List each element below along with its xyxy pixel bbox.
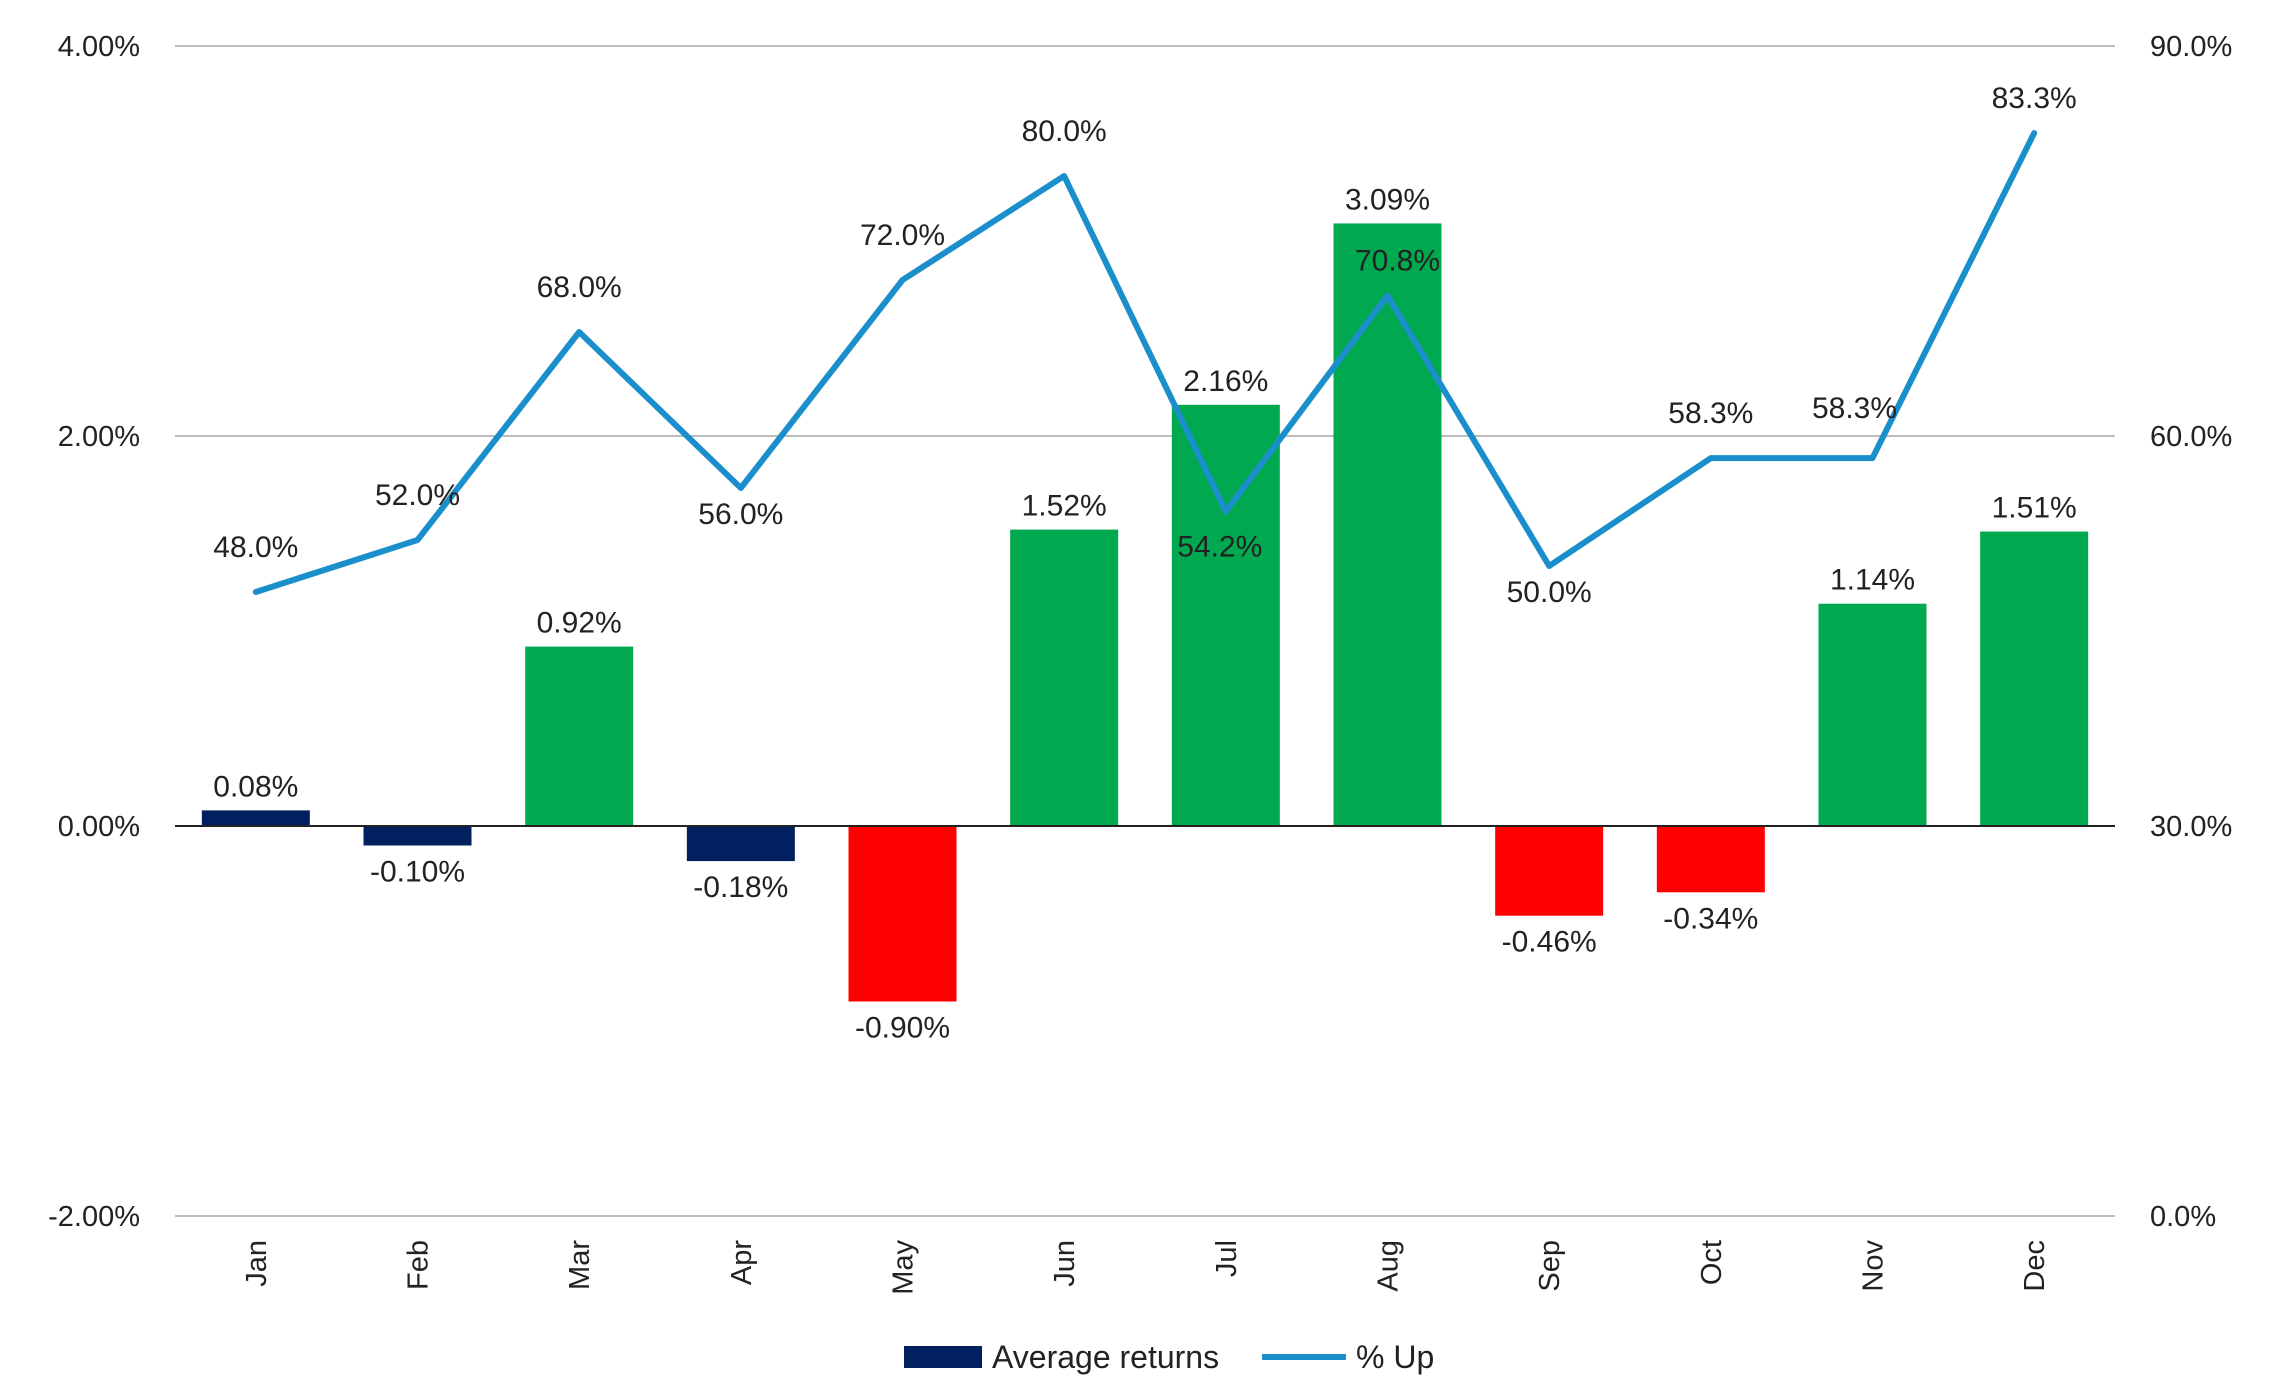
right-tick-label: 60.0% (2150, 421, 2232, 453)
bar-label-jul: 2.16% (1183, 365, 1268, 398)
x-tick-label: Aug (1373, 1240, 1405, 1292)
bar-aug (1333, 223, 1442, 826)
x-tick-label: Nov (1858, 1240, 1890, 1292)
bar-jan (201, 810, 310, 826)
bar-label-mar: 0.92% (537, 607, 622, 640)
right-tick-label: 0.0% (2150, 1201, 2216, 1233)
line-series (252, 130, 2038, 595)
x-tick-label: Jul (1211, 1240, 1243, 1277)
left-axis: -2.00% 0.00% 2.00% 4.00% (48, 31, 140, 1233)
legend-label-average-returns: Average returns (992, 1339, 1219, 1375)
line-label-sep: 50.0% (1507, 576, 1592, 609)
bar-oct (1656, 826, 1765, 893)
line-label-may: 72.0% (860, 219, 945, 252)
bar-label-aug: 3.09% (1345, 183, 1430, 216)
bar-data-labels: 0.08% -0.10% 0.92% -0.18% -0.90% 1.52% 2.16% 3.… (213, 183, 2076, 1044)
x-tick-label: Apr (726, 1240, 758, 1285)
legend-label-pct-up: % Up (1356, 1339, 1434, 1375)
line-label-feb: 52.0% (375, 479, 460, 512)
x-tick-label: Feb (403, 1240, 435, 1290)
bar-series (201, 223, 2089, 1002)
bar-jul (1171, 404, 1280, 826)
line-label-dec: 83.3% (1992, 82, 2077, 115)
x-tick-label: Sep (1534, 1240, 1566, 1292)
left-tick-label: -2.00% (48, 1201, 140, 1233)
line-data-labels: 48.0% 52.0% 68.0% 56.0% 72.0% 80.0% 54.2% 70.8%… (213, 82, 2076, 609)
pct-up-line (252, 130, 2038, 595)
left-tick-label: 0.00% (58, 811, 140, 843)
x-axis: Jan Feb Mar Apr May Jun Jul Aug Sep Oct Nov Dec (241, 1240, 2051, 1295)
bar-feb (363, 826, 472, 846)
x-tick-label: Dec (2019, 1240, 2051, 1292)
bar-nov (1818, 603, 1927, 826)
x-tick-label: May (888, 1240, 920, 1295)
line-label-oct: 58.3% (1668, 397, 1753, 430)
bar-label-may: -0.90% (855, 1012, 950, 1045)
bar-label-jun: 1.52% (1022, 490, 1107, 523)
bar-dec (1980, 531, 2089, 826)
left-tick-label: 2.00% (58, 421, 140, 453)
bar-label-nov: 1.14% (1830, 564, 1915, 597)
bar-label-apr: -0.18% (693, 871, 788, 904)
bar-apr (686, 826, 795, 862)
legend: Average returns % Up (904, 1339, 1434, 1375)
bar-label-jan: 0.08% (213, 770, 298, 803)
line-label-aug: 70.8% (1355, 245, 1440, 278)
x-tick-label: Oct (1696, 1240, 1728, 1285)
line-label-jun: 80.0% (1022, 115, 1107, 148)
bar-label-feb: -0.10% (370, 856, 465, 889)
right-axis: 0.0% 30.0% 60.0% 90.0% (2150, 31, 2232, 1233)
line-label-jan: 48.0% (213, 531, 298, 564)
right-tick-label: 30.0% (2150, 811, 2232, 843)
x-tick-label: Jun (1049, 1240, 1081, 1287)
x-tick-label: Mar (564, 1240, 596, 1290)
line-label-nov: 58.3% (1812, 392, 1897, 425)
line-label-mar: 68.0% (537, 271, 622, 304)
bar-label-oct: -0.34% (1663, 902, 1758, 935)
bar-jun (1010, 529, 1119, 826)
left-tick-label: 4.00% (58, 31, 140, 63)
line-label-jul: 54.2% (1177, 530, 1262, 563)
x-tick-label: Jan (241, 1240, 273, 1287)
legend-swatch-average-returns (904, 1346, 982, 1368)
bar-mar (525, 646, 634, 826)
line-label-apr: 56.0% (698, 498, 783, 531)
bar-sep (1495, 826, 1604, 916)
bar-label-sep: -0.46% (1502, 926, 1597, 959)
bar-may (848, 826, 957, 1002)
right-tick-label: 90.0% (2150, 31, 2232, 63)
bar-label-dec: 1.51% (1992, 492, 2077, 525)
